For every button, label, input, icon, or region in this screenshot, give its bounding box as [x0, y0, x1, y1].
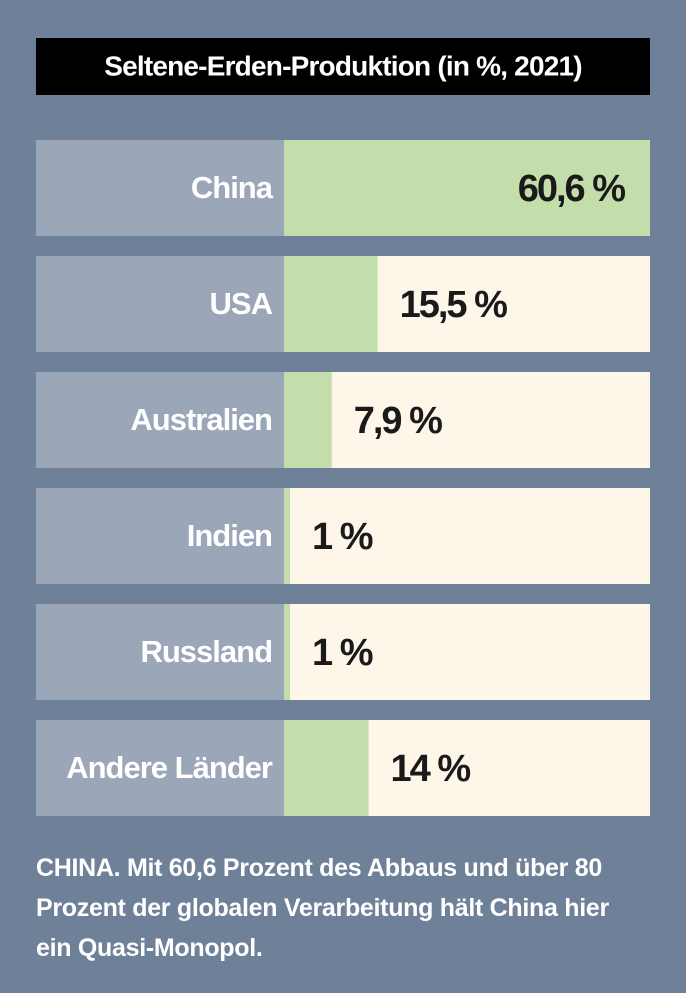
label-cell — [36, 488, 284, 584]
category-label: USA — [210, 286, 273, 321]
bar — [284, 372, 332, 468]
category-label: China — [191, 170, 274, 205]
bar — [284, 720, 369, 816]
category-label: Russland — [140, 634, 272, 669]
value-label: 1 % — [312, 516, 373, 558]
title-box — [36, 38, 650, 95]
value-label: 14 % — [391, 748, 471, 790]
value-label: 1 % — [312, 632, 373, 674]
category-label: Australien — [130, 402, 272, 437]
category-label: Indien — [187, 518, 272, 553]
chart-title: Seltene-Erden-Produktion (in %, 2021) — [104, 50, 582, 81]
label-cell — [36, 256, 284, 352]
bar — [284, 604, 291, 700]
bar-track — [284, 488, 650, 584]
bar — [284, 140, 650, 236]
bar-track — [284, 372, 650, 468]
category-label: Andere Länder — [66, 750, 273, 785]
label-cell — [36, 140, 284, 236]
bar — [284, 488, 291, 584]
bar-track — [284, 604, 650, 700]
label-cell — [36, 372, 284, 468]
value-label: 60,6 % — [518, 168, 626, 210]
label-cell — [36, 604, 284, 700]
caption: CHINA. Mit 60,6 Prozent des Abbaus und ü… — [36, 854, 609, 962]
label-cell — [36, 720, 284, 816]
value-label: 7,9 % — [354, 400, 442, 442]
value-label: 15,5 % — [400, 284, 508, 326]
bar — [284, 256, 378, 352]
